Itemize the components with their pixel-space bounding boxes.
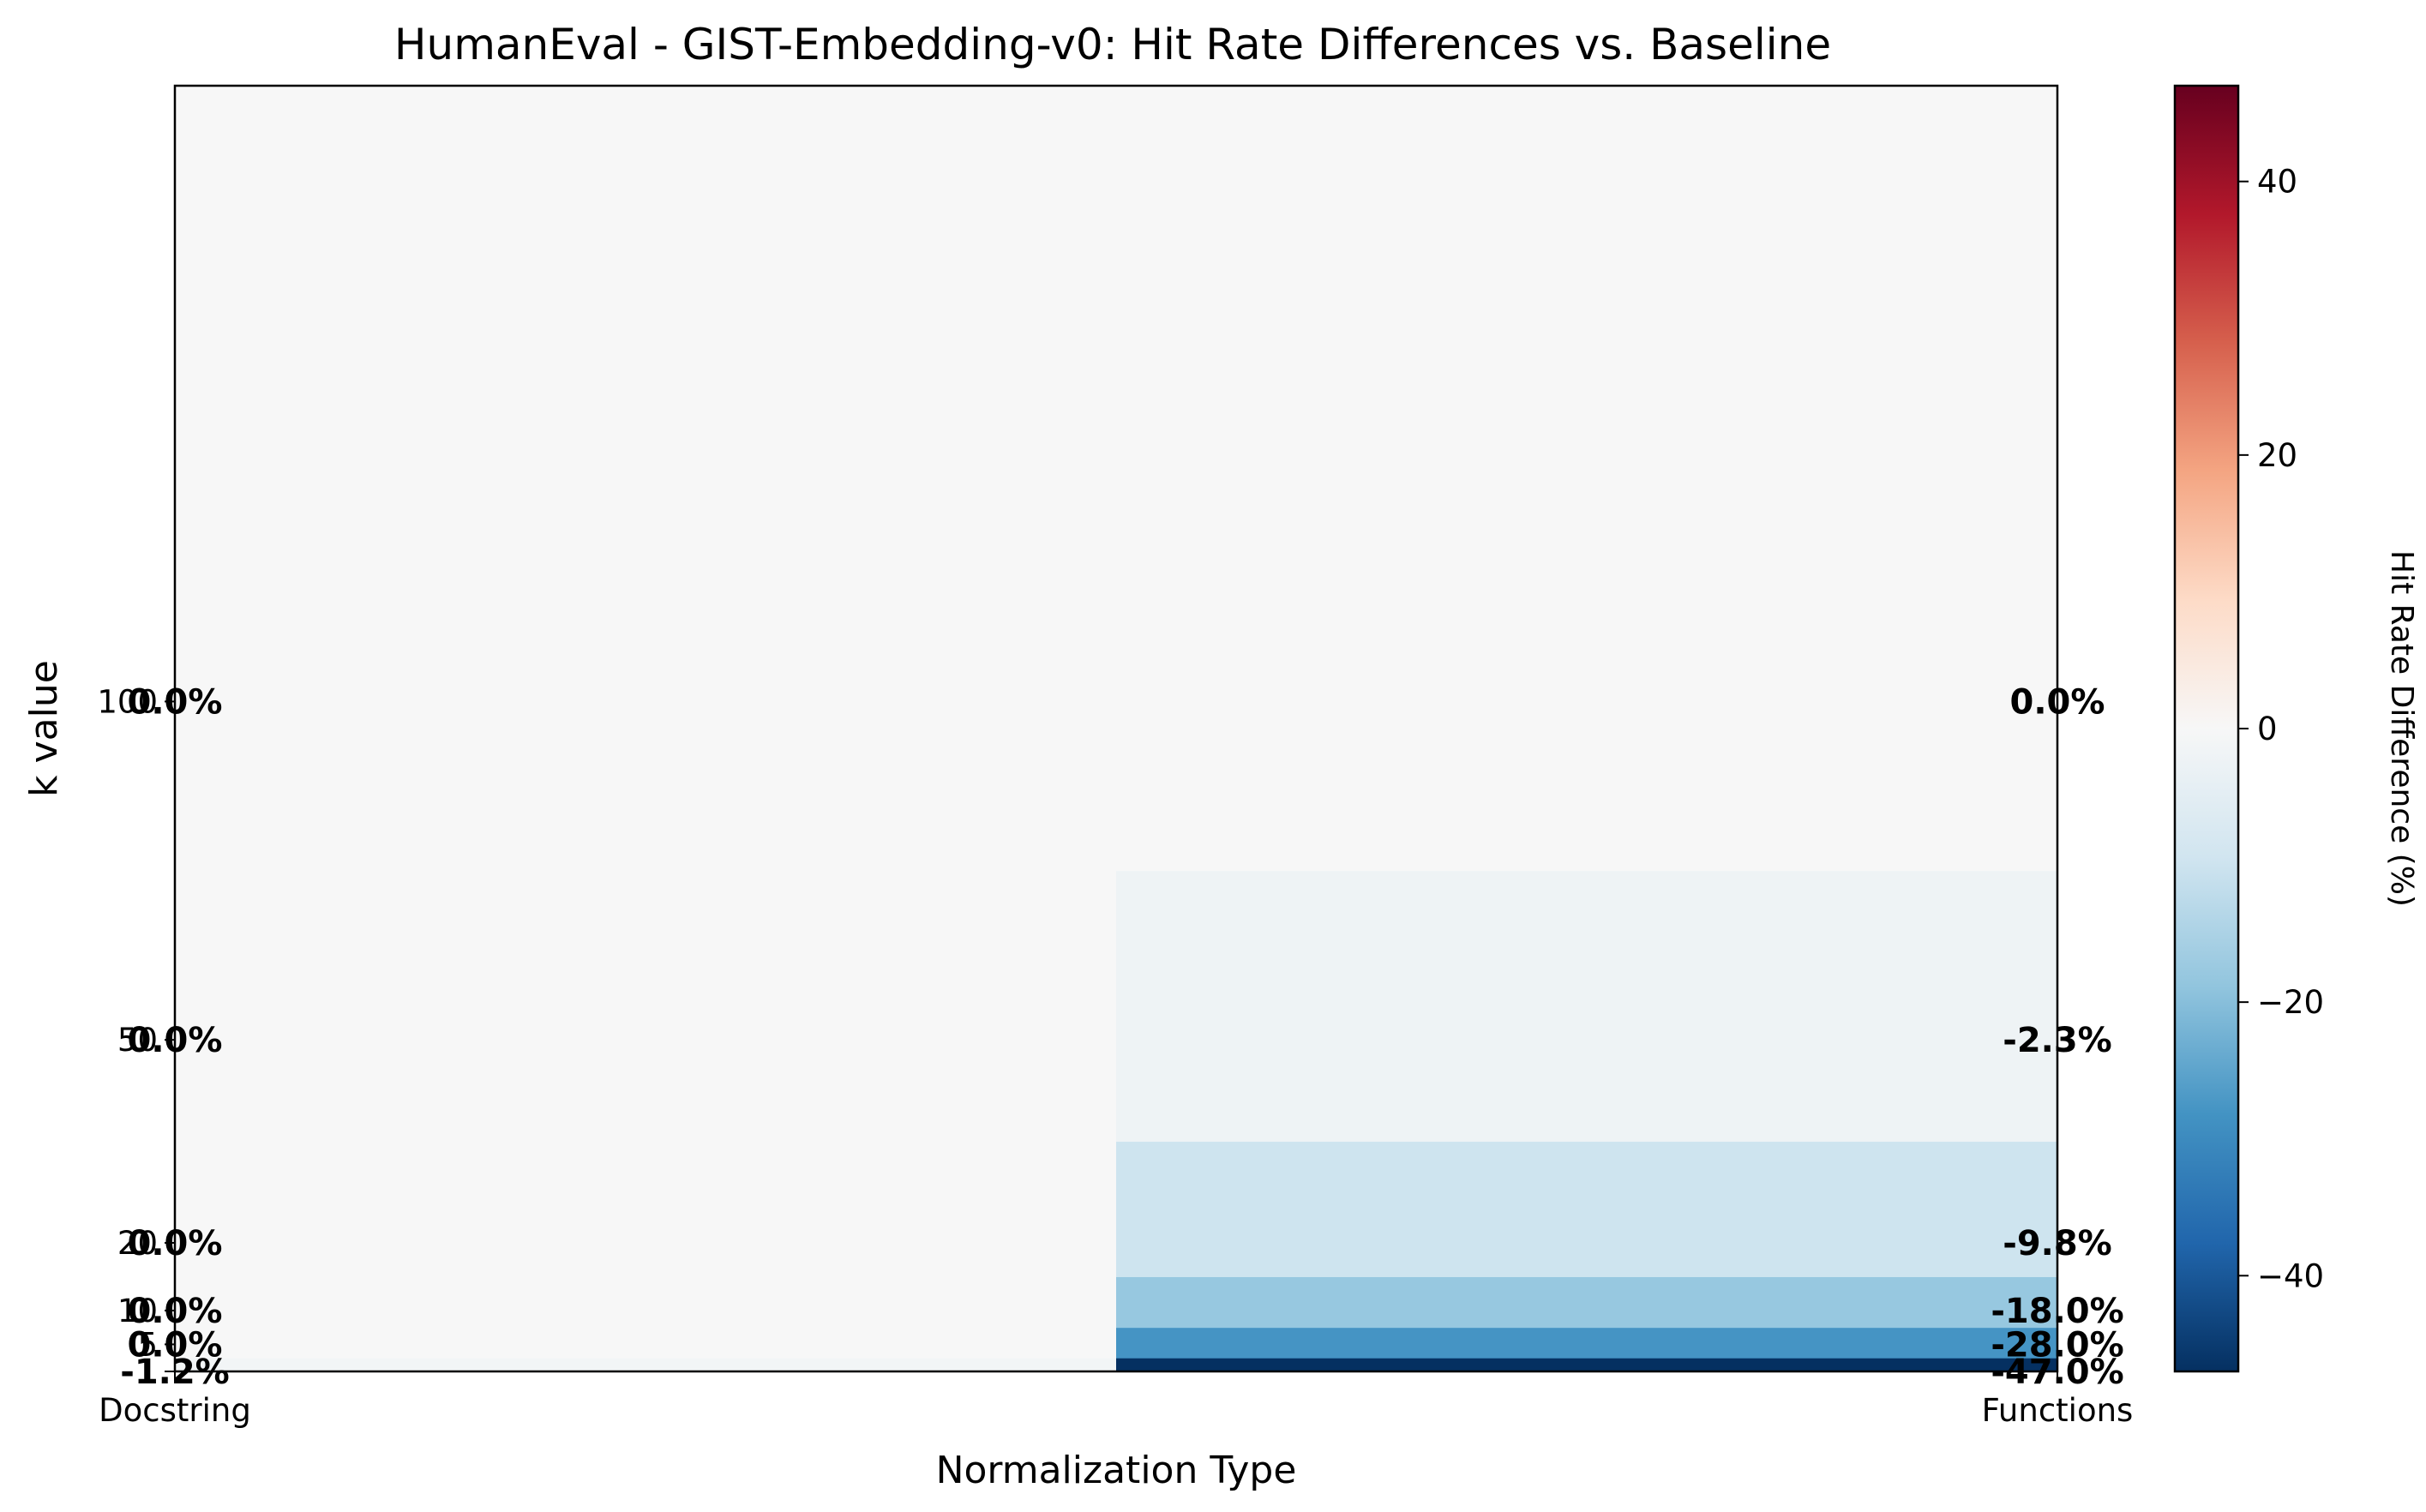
- plot-frame: [173, 84, 2059, 1373]
- heatmap-cell: [175, 870, 1117, 1143]
- heatmap-cell: [175, 1327, 1117, 1359]
- y-tick-label: 10: [117, 1293, 158, 1329]
- heatmap-cell: [1116, 1141, 2058, 1277]
- cell-value-label: 0.0%: [128, 1224, 223, 1263]
- heatmap-cell: [1116, 1358, 2058, 1372]
- cell-value-label: 0.0%: [128, 682, 223, 722]
- heatmap-cells: [175, 86, 2058, 1372]
- colorbar-label: Hit Rate Difference (%): [2384, 550, 2419, 907]
- heatmap-cell: [175, 1141, 1117, 1277]
- y-tick-label: 50: [117, 1022, 158, 1059]
- x-tick-label: Docstring: [99, 1392, 251, 1429]
- x-tick-label: Functions: [1982, 1392, 2134, 1429]
- y-tick-label: 100: [97, 683, 158, 720]
- heatmap-cell: [175, 1276, 1117, 1329]
- cell-value-label: -28.0%: [1991, 1325, 2123, 1365]
- colorbar: [2173, 84, 2240, 1373]
- y-tick-label: 5: [137, 1326, 158, 1363]
- heatmap-cell: [175, 1358, 1117, 1372]
- y-tick-label: 1: [137, 1353, 158, 1390]
- cell-value-label: 0.0%: [2010, 682, 2105, 722]
- chart-title: HumanEval - GIST-Embedding-v0: Hit Rate …: [394, 20, 1831, 69]
- colorbar-tick-label: −20: [2257, 984, 2324, 1021]
- cell-value-labels: -1.2%0.0%0.0%0.0%0.0%0.0%-47.0%-28.0%-18…: [120, 682, 2123, 1392]
- heatmap-cell: [1116, 1276, 2058, 1329]
- colorbar-tick-label: 40: [2257, 164, 2297, 201]
- x-axis-ticks: Docstring Functions: [99, 1371, 2133, 1429]
- colorbar-tick-label: −40: [2257, 1257, 2324, 1294]
- x-axis-label: Normalization Type: [936, 1449, 1297, 1492]
- colorbar-tick-label: 20: [2257, 437, 2297, 474]
- cell-value-label: 0.0%: [128, 1292, 223, 1331]
- colorbar-tick-label: 0: [2257, 711, 2278, 747]
- cell-value-label: 0.0%: [128, 1021, 223, 1060]
- colorbar-ticks: −40 −20 0 20 40: [2238, 164, 2324, 1294]
- heatmap-cell: [1116, 870, 2058, 1143]
- cell-value-label: 0.0%: [128, 1325, 223, 1365]
- y-axis-label: k value: [22, 660, 66, 797]
- cell-value-label: -9.8%: [2003, 1224, 2112, 1263]
- heatmap-cell: [1116, 1327, 2058, 1359]
- heatmap-cell: [175, 86, 1117, 872]
- cell-value-label: -1.2%: [120, 1353, 230, 1392]
- cell-value-label: -2.3%: [2003, 1021, 2112, 1060]
- cell-value-label: -18.0%: [1991, 1292, 2123, 1331]
- cell-value-label: -47.0%: [1991, 1353, 2123, 1392]
- heatmap-cell: [1116, 86, 2058, 872]
- y-tick-label: 20: [117, 1225, 158, 1262]
